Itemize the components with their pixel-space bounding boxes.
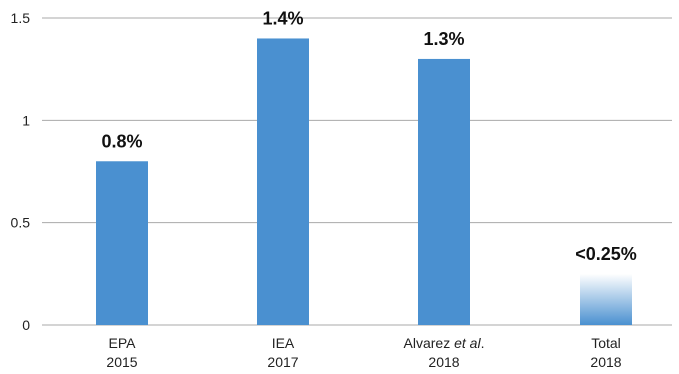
bars [96,38,632,325]
x-axis-ticks: EPA 2015 IEA 2017 Alvarez et al. 2018 Total 201… [106,335,621,370]
x-tick-label-year: 2017 [267,354,298,370]
x-tick-label-text: Total [591,335,621,351]
y-tick-label: 1 [22,112,30,128]
x-tick-label-year: 2015 [106,354,137,370]
x-tick-label-italic: et al [454,335,481,351]
data-label: 1.3% [423,29,464,49]
data-labels: 0.8% 1.4% 1.3% <0.25% [101,8,636,263]
x-tick-label-text: EPA [109,335,137,351]
x-tick-label-text: Alvarez [404,335,455,351]
x-tick-label-text: IEA [272,335,295,351]
y-tick-label: 1.5 [11,10,31,26]
data-label: <0.25% [575,244,637,264]
y-tick-label: 0 [22,317,30,333]
y-tick-label: 0.5 [11,215,31,231]
x-tick-label: IEA [272,335,295,351]
x-tick-label-year: 2018 [428,354,459,370]
bar [418,58,470,325]
bar [580,273,632,325]
y-axis-ticks: 0 0.5 1 1.5 [11,10,31,333]
bar [257,38,309,325]
data-label: 0.8% [101,131,142,151]
x-tick-label-suffix: . [481,335,485,351]
x-tick-label: EPA [109,335,137,351]
x-tick-label: Total [591,335,621,351]
x-tick-label-year: 2018 [590,354,621,370]
x-tick-label: Alvarez et al. [404,335,485,351]
data-label: 1.4% [262,8,303,28]
bar [96,161,148,325]
